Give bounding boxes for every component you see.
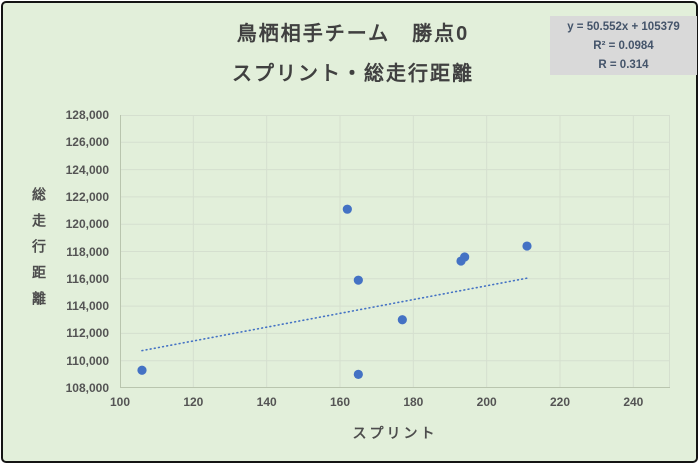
y-tick-label: 122,000: [65, 189, 109, 204]
chart-title-line2: スプリント・総走行距離: [232, 63, 474, 85]
y-tick-label: 116,000: [66, 271, 109, 286]
data-point[interactable]: [460, 252, 470, 262]
y-tick-label: 120,000: [65, 217, 109, 232]
y-axis-title[interactable]: 総走行距離: [31, 187, 47, 317]
x-tick-label: 240: [623, 395, 644, 409]
trendline[interactable]: [141, 277, 528, 352]
data-point[interactable]: [353, 275, 363, 285]
x-tick-label: 140: [256, 395, 277, 409]
x-tick-label: 120: [183, 395, 204, 409]
r-value-text: R = 0.314: [598, 59, 649, 71]
x-axis-title[interactable]: スプリント: [352, 425, 438, 441]
data-point[interactable]: [397, 315, 407, 325]
data-point[interactable]: [342, 204, 352, 214]
x-tick-label: 220: [549, 395, 571, 409]
data-point[interactable]: [137, 365, 147, 375]
x-tick-label: 200: [476, 395, 497, 409]
equation-box[interactable]: y = 50.552x + 105379 R² = 0.0984 R = 0.3…: [550, 16, 697, 75]
y-tick-label: 128,000: [65, 108, 109, 122]
x-tick-label: 160: [329, 395, 351, 409]
r-squared-text: R² = 0.0984: [593, 40, 654, 52]
y-tick-label: 114,000: [66, 299, 109, 314]
data-point[interactable]: [353, 369, 363, 379]
y-tick-label: 126,000: [65, 135, 109, 150]
x-tick-label: 180: [403, 395, 424, 409]
y-tick-label: 124,000: [65, 162, 109, 177]
chart-title[interactable]: 鳥栖相手チーム 勝点0 スプリント・総走行距離: [3, 14, 700, 94]
trendline-equation-text: y = 50.552x + 105379: [567, 21, 680, 33]
plot-area[interactable]: [120, 115, 670, 388]
x-tick-label: 100: [109, 395, 131, 409]
y-tick-label: 108,000: [65, 381, 109, 395]
y-tick-label: 118,000: [66, 244, 109, 259]
y-tick-label: 112,000: [66, 326, 109, 341]
y-tick-label: 110,000: [66, 353, 109, 368]
chart-title-line1: 鳥栖相手チーム 勝点0: [236, 23, 470, 45]
data-point[interactable]: [522, 241, 532, 251]
